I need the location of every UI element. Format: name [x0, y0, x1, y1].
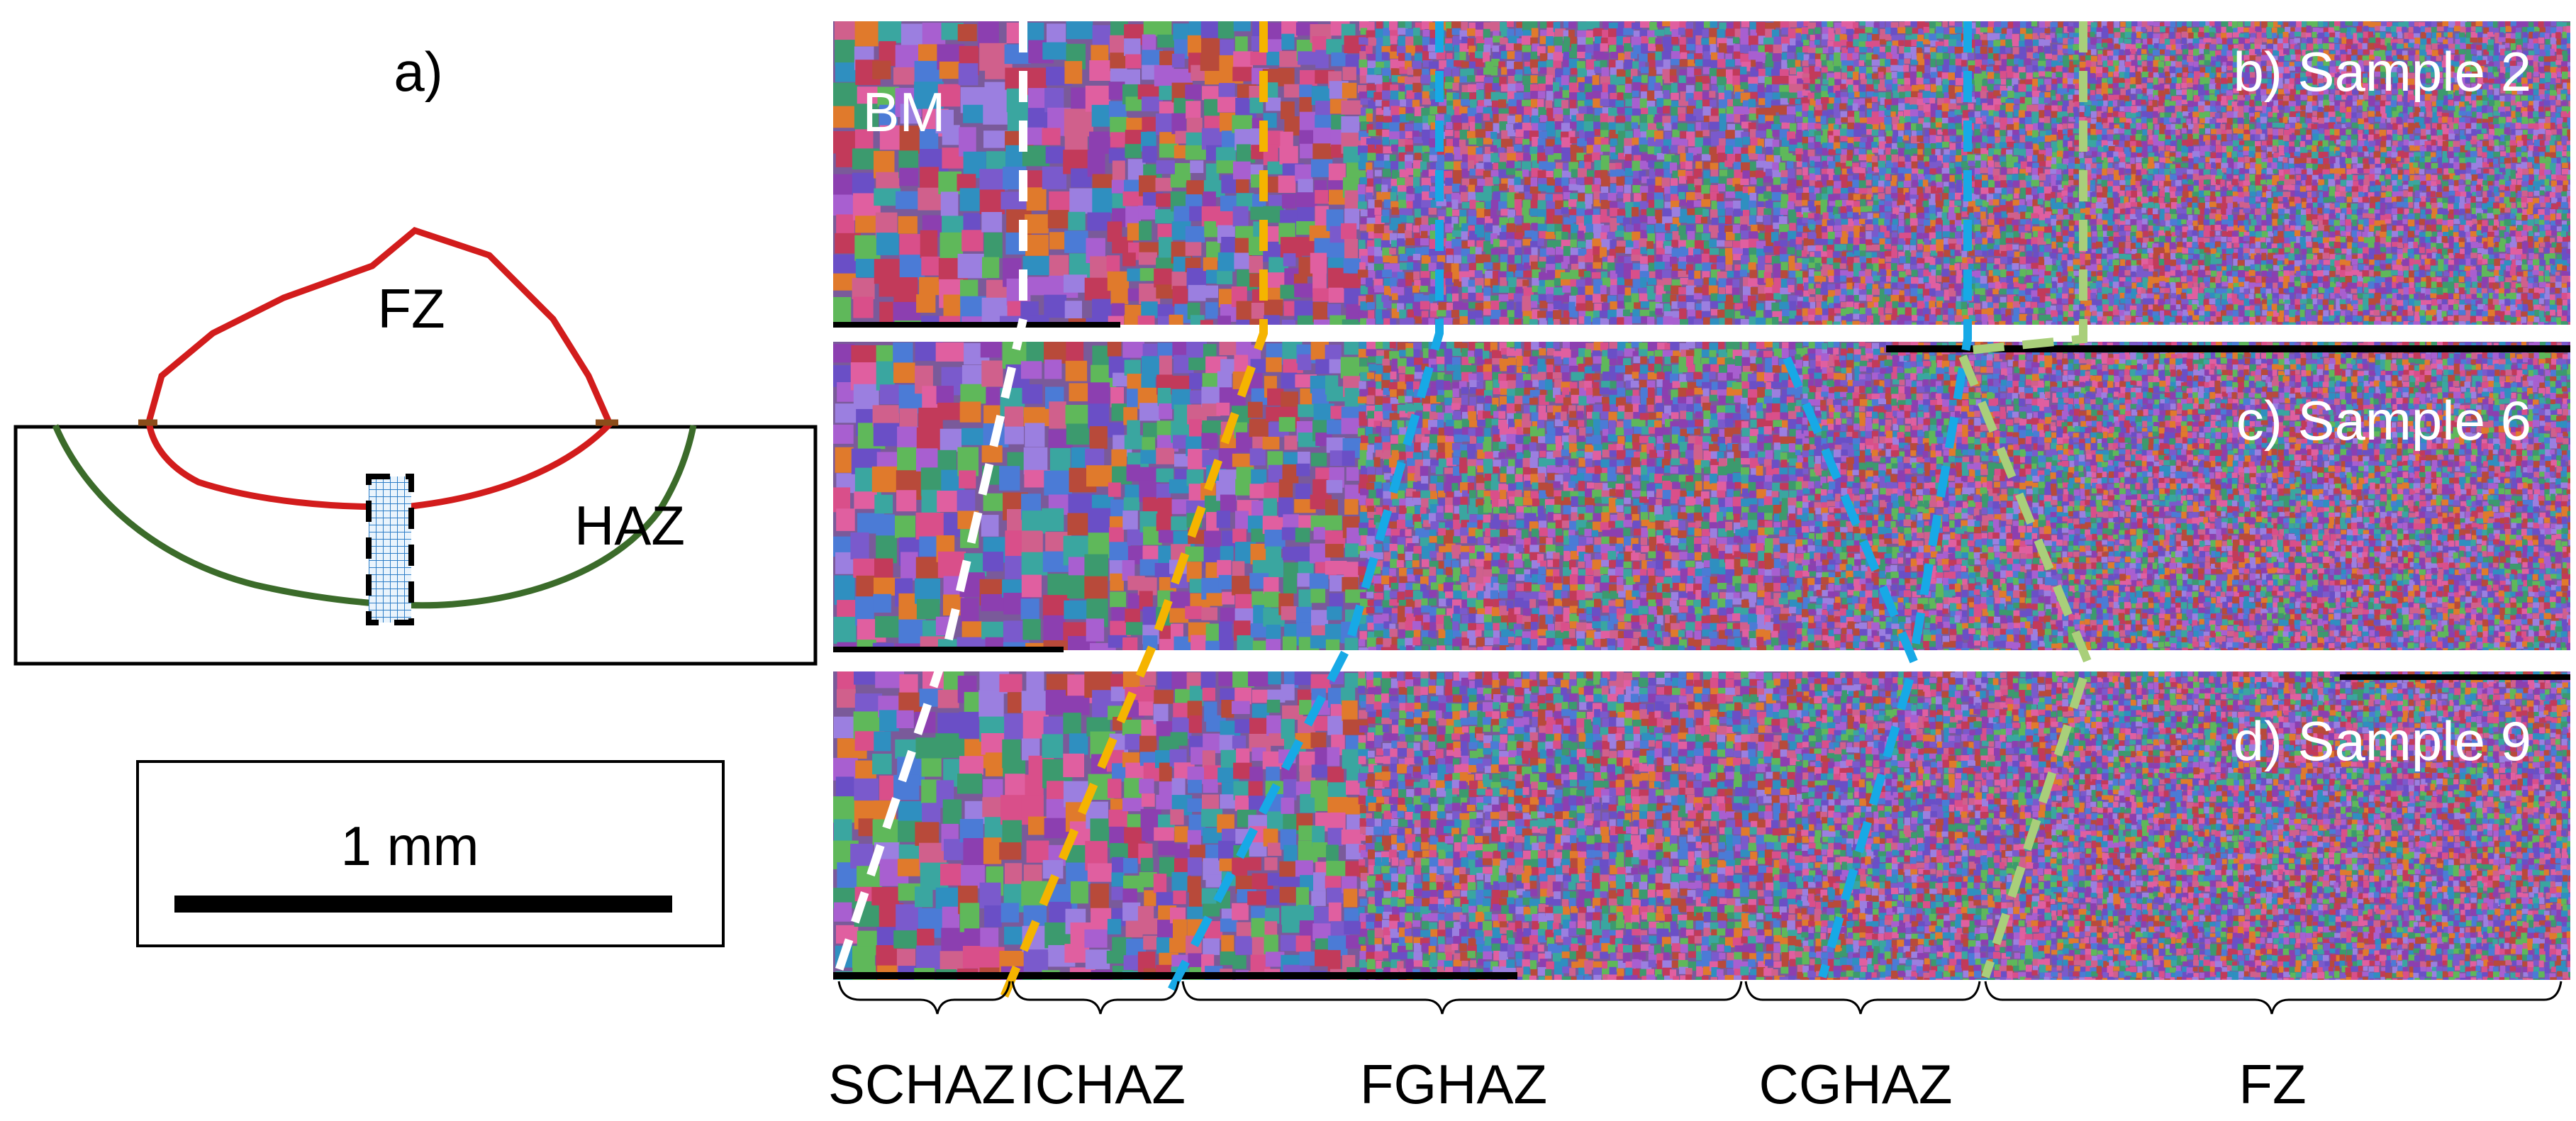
fz-label: FZ — [377, 277, 445, 340]
brace-fghaz — [1181, 981, 1743, 1015]
boundary-ichaz-fghaz — [1166, 21, 1444, 995]
brace-ichaz — [1011, 981, 1180, 1015]
boundary-bm-schaz — [832, 21, 1027, 978]
scale-bar-box: 1 mm — [136, 760, 725, 947]
zone-labels: SCHAZ ICHAZ FGHAZ CGHAZ FZ — [828, 1053, 2307, 1115]
ebsd-probe-outline — [366, 474, 414, 625]
ebsd-map-sample-2 — [833, 21, 2570, 325]
zone-boundaries — [832, 21, 2093, 1009]
scale-bar-frame — [136, 760, 725, 947]
ebsd-map-sample-6 — [833, 342, 2570, 650]
boundary-cghaz-fz — [1954, 21, 2093, 978]
panel-a: a) FZ HAZ — [13, 40, 818, 666]
zone-label-fz: FZ — [2238, 1053, 2306, 1115]
boundary-schaz-ichaz — [996, 21, 1268, 1009]
boundary-fghaz-cghaz-upper — [1910, 21, 1972, 652]
haz-label: HAZ — [574, 494, 685, 557]
ebsd-probe-area — [369, 476, 411, 623]
panel-a-label: a) — [394, 40, 442, 103]
ebsd-map-sample-9 — [833, 671, 2570, 980]
brace-schaz — [837, 981, 1011, 1015]
brace-cghaz — [1744, 981, 1981, 1015]
haz-boundary — [52, 424, 697, 609]
brace-fz — [1984, 981, 2563, 1015]
sample-2-label: b) Sample 2 — [2233, 40, 2531, 103]
scale-bar — [174, 896, 672, 913]
zone-label-schaz: SCHAZ — [828, 1053, 1015, 1115]
scale-bar-label: 1 mm — [341, 815, 479, 877]
boundary-fghaz-cghaz-lower — [1783, 356, 1919, 978]
zone-braces — [837, 981, 2563, 1015]
ebsd-maps — [833, 21, 2570, 980]
zone-label-cghaz: CGHAZ — [1759, 1053, 1953, 1115]
base-metal-label: BM — [863, 81, 946, 143]
sample-9-label: d) Sample 9 — [2233, 710, 2531, 772]
plate-outline — [13, 425, 818, 666]
sample-6-label: c) Sample 6 — [2236, 389, 2531, 452]
zone-label-fghaz: FGHAZ — [1360, 1053, 1547, 1115]
zone-label-ichaz: ICHAZ — [1020, 1053, 1186, 1115]
